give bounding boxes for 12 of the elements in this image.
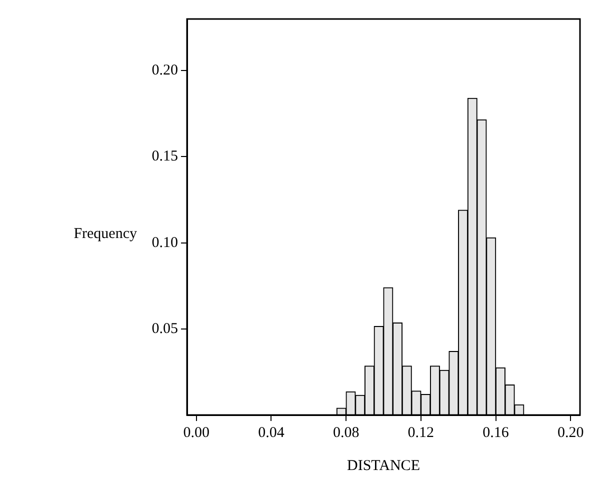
x-tick-label: 0.04 [258, 424, 285, 441]
x-axis-title: DISTANCE [347, 458, 420, 474]
y-axis-title: Frequency [74, 226, 138, 242]
y-tick-label: 0.15 [152, 148, 178, 165]
x-tick-label: 0.12 [408, 424, 434, 441]
y-tick-label: 0.05 [152, 320, 178, 337]
y-tick-label: 0.20 [152, 62, 178, 79]
x-tick-label: 0.16 [482, 424, 510, 441]
y-tick-label: 0.10 [152, 234, 178, 251]
x-tick-label: 0.00 [183, 424, 210, 441]
x-tick-label: 0.08 [332, 424, 360, 441]
x-tick-label: 0.20 [558, 424, 584, 441]
